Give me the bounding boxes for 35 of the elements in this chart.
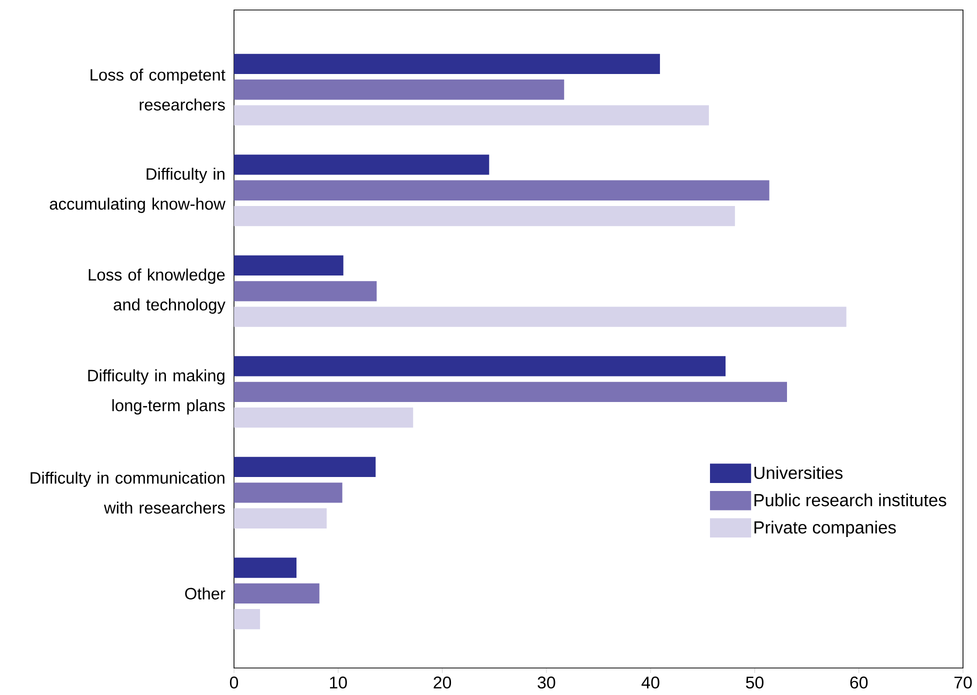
bar — [234, 180, 770, 200]
bar — [234, 408, 414, 428]
bar — [234, 558, 296, 578]
x-tick-label: 70 — [954, 676, 972, 689]
x-tick-label: 30 — [538, 676, 556, 689]
bar — [234, 255, 344, 276]
x-tick-label: 60 — [850, 676, 868, 689]
bar — [234, 105, 709, 126]
bar — [234, 508, 327, 528]
bar — [234, 306, 846, 327]
bar — [234, 482, 342, 503]
x-tick-label: 50 — [746, 676, 764, 689]
legend-label: Private companies — [754, 520, 896, 538]
bar — [234, 609, 260, 630]
y-tick-label: Loss of competent researchers — [90, 68, 226, 111]
x-tick-label: 20 — [434, 676, 452, 689]
bar — [234, 382, 788, 402]
bar — [234, 80, 564, 100]
legend-label: Public research institutes — [754, 494, 946, 506]
y-tick-label: Difficulty in accumulating know-how — [50, 168, 226, 213]
x-tick-label: 0 — [230, 676, 238, 689]
bar — [234, 54, 660, 74]
y-tick-label: Difficulty in communication with researchers — [30, 472, 225, 514]
legend-label: Universities — [754, 466, 843, 480]
y-tick-label: Difficulty in making long-term plans — [88, 369, 225, 415]
bar — [234, 154, 490, 175]
bar — [234, 206, 735, 226]
y-tick-label: Other — [185, 587, 226, 600]
x-tick-label: 40 — [642, 676, 660, 689]
x-tick-label: 10 — [330, 676, 347, 689]
bar — [234, 281, 377, 302]
bar — [234, 583, 320, 604]
bar — [234, 456, 376, 478]
bar — [234, 356, 726, 376]
y-tick-label: Loss of knowledge and technology — [88, 268, 226, 314]
